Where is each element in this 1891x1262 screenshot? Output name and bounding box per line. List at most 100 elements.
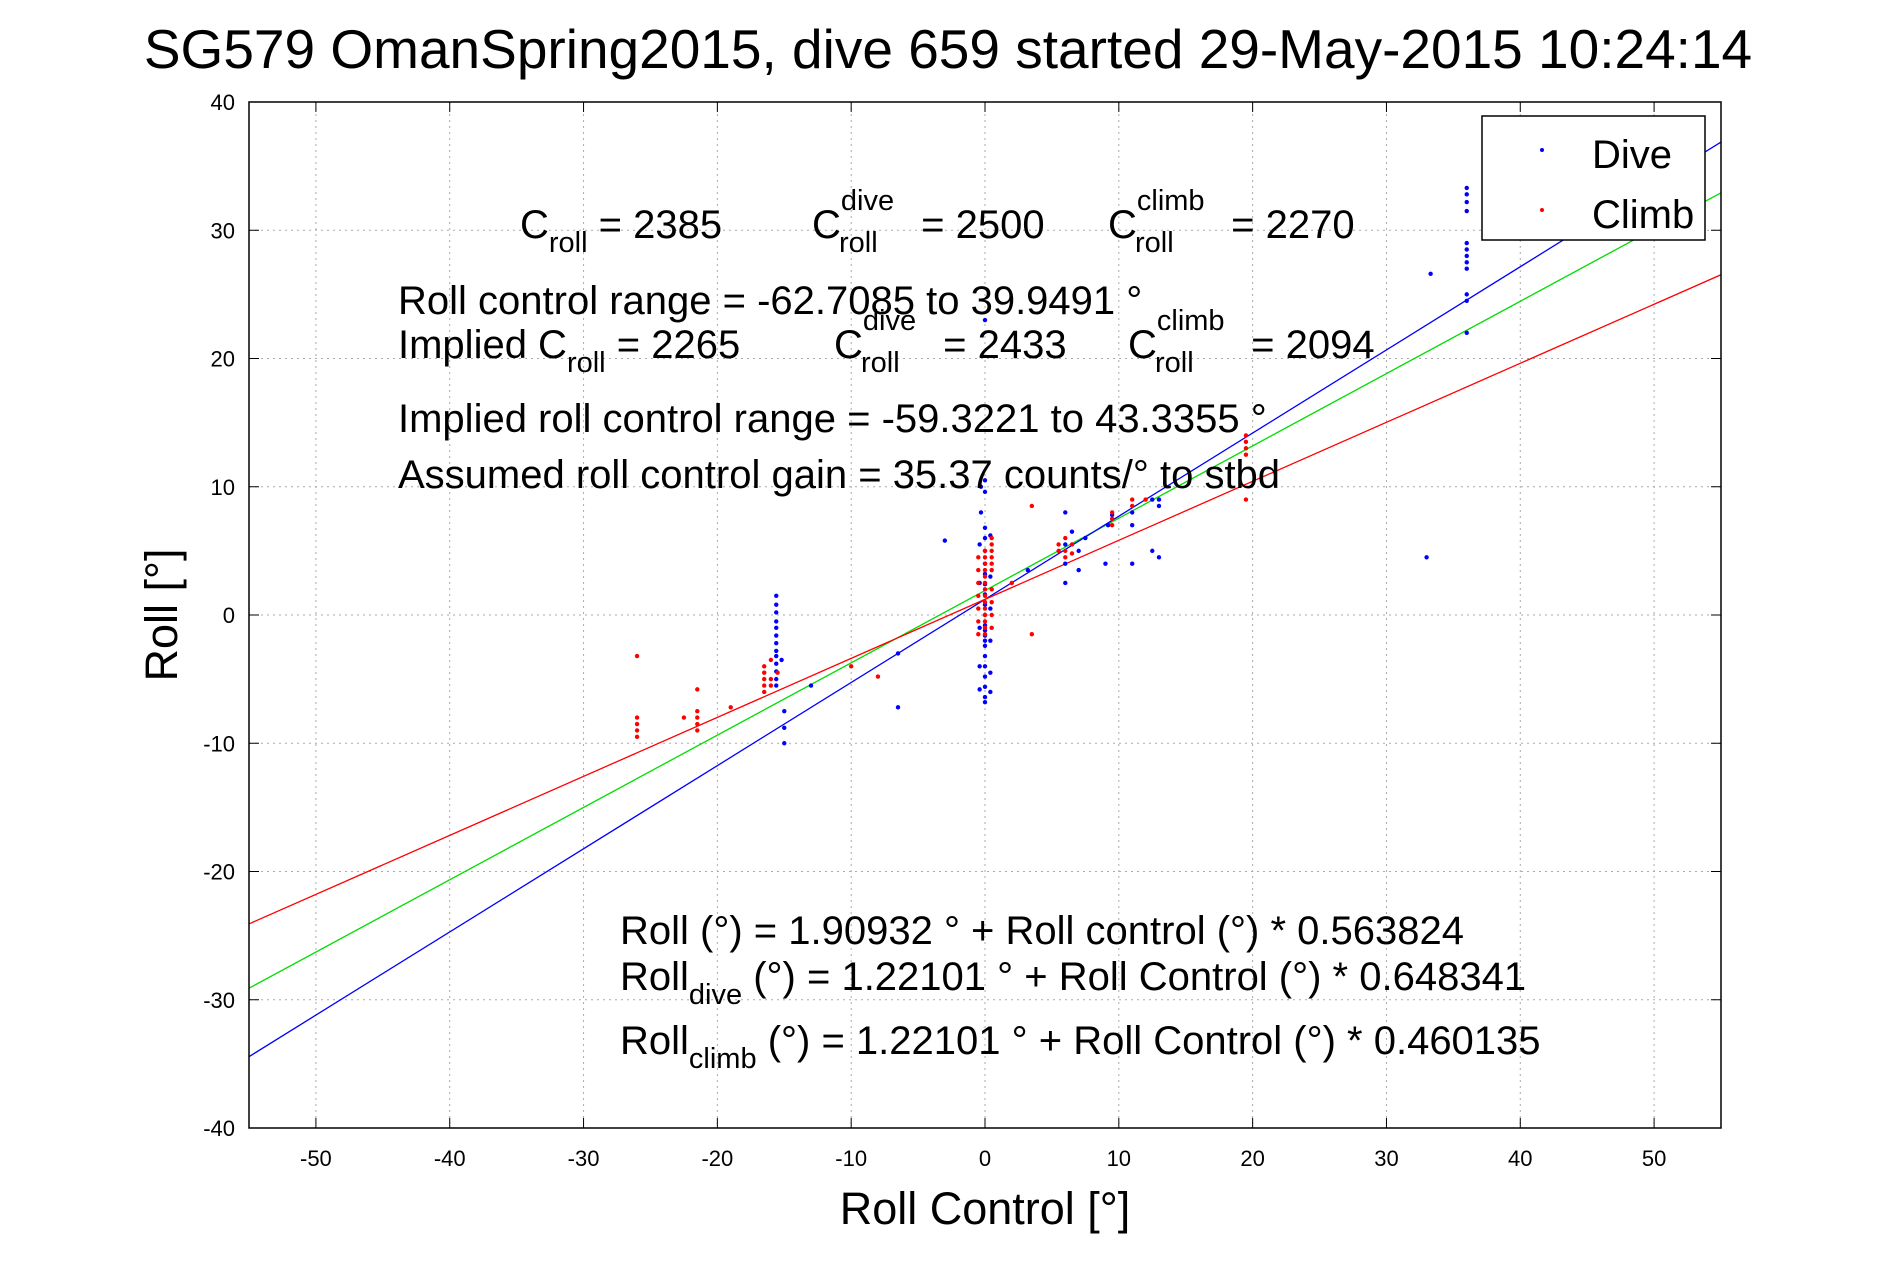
dive-point — [1103, 561, 1108, 566]
climb-point — [1056, 548, 1061, 554]
data-points — [634, 185, 1469, 746]
dive-point — [1083, 535, 1088, 541]
dive-point — [895, 705, 901, 710]
climb-point — [982, 574, 988, 579]
climb-point — [775, 670, 780, 675]
y-tick-label: 20 — [211, 347, 235, 372]
climb-point — [982, 593, 988, 598]
dive-point — [1464, 260, 1469, 265]
climb-point — [728, 705, 733, 710]
climb-point — [989, 561, 994, 566]
legend-marker-climb — [1540, 208, 1544, 212]
legend-label-climb: Climb — [1592, 193, 1694, 237]
dive-point — [1063, 542, 1068, 547]
dive-point — [782, 725, 787, 731]
legend-label-dive: Dive — [1592, 133, 1672, 177]
climb-point — [762, 670, 767, 675]
dive-point — [988, 574, 993, 579]
y-tick-label: 0 — [223, 603, 235, 628]
climb-point — [848, 664, 854, 669]
y-axis-label: Roll [°] — [136, 548, 187, 681]
climb-point — [762, 683, 767, 688]
dive-point — [779, 657, 784, 663]
dive-point — [982, 638, 988, 643]
climb-point — [695, 715, 700, 720]
dive-point — [978, 510, 984, 515]
climb-point — [695, 721, 700, 727]
dive-point — [774, 593, 779, 598]
x-axis-label: Roll Control [°] — [840, 1183, 1131, 1234]
dive-point — [1150, 548, 1155, 554]
climb-point — [695, 708, 700, 714]
annotations: Croll = 2385 Cdive roll = 2500 Cclimb roll… — [398, 185, 1541, 1075]
dive-point — [774, 661, 779, 666]
climb-point — [1069, 542, 1075, 547]
dive-point — [982, 525, 988, 530]
dive-point — [1464, 199, 1469, 205]
dive-point — [774, 602, 779, 607]
climb-point — [1243, 433, 1249, 438]
climb-point — [1069, 551, 1075, 556]
climb-point — [681, 715, 687, 720]
legend: Dive Climb — [1481, 115, 1706, 241]
dive-point — [942, 538, 948, 543]
climb-point — [1029, 632, 1035, 637]
dive-point — [1130, 510, 1135, 515]
dive-point — [1464, 247, 1469, 252]
y-tick-label: 30 — [211, 218, 235, 243]
climb-point — [634, 728, 640, 733]
climb-point — [1130, 497, 1135, 502]
climb-point — [982, 632, 988, 637]
climb-point — [982, 625, 988, 631]
climb-point — [989, 587, 994, 592]
dive-point — [1464, 192, 1469, 197]
equation-roll: Roll (°) = 1.90932 ° + Roll control (°) … — [620, 909, 1464, 953]
annotation-implied-c-roll: Implied Croll = 2265 — [398, 323, 740, 379]
dive-point — [1063, 580, 1068, 586]
dive-point — [1156, 555, 1162, 560]
climb-point — [982, 599, 988, 605]
dive-point — [1156, 503, 1162, 509]
climb-point — [982, 580, 988, 586]
x-tick-label: 50 — [1642, 1146, 1666, 1171]
legend-box — [1481, 115, 1706, 241]
climb-point — [989, 599, 994, 605]
climb-point — [695, 728, 700, 733]
dive-point — [982, 643, 988, 648]
climb-point — [976, 619, 981, 624]
dive-point — [774, 619, 779, 624]
climb-point — [982, 548, 988, 554]
dive-point — [1130, 561, 1135, 566]
climb-point — [982, 587, 988, 592]
dive-point — [982, 694, 988, 700]
climb-point — [982, 561, 988, 566]
climb-point — [989, 548, 994, 554]
dive-point — [1076, 567, 1081, 573]
annotation-assumed-gain: Assumed roll control gain = 35.37 counts… — [398, 453, 1280, 497]
dive-point — [978, 484, 984, 489]
y-tick-label: -10 — [203, 731, 235, 756]
dive-point — [988, 638, 993, 643]
climb-point — [634, 653, 640, 659]
dive-point — [774, 676, 779, 682]
x-tick-label: -30 — [568, 1146, 600, 1171]
y-tick-label: -30 — [203, 988, 235, 1013]
climb-point — [695, 687, 700, 692]
climb-point — [1063, 535, 1068, 541]
dive-point — [895, 651, 901, 656]
dive-point — [774, 625, 779, 631]
dive-point — [774, 683, 779, 688]
climb-point — [989, 625, 994, 631]
climb-point — [1109, 510, 1115, 515]
dive-point — [774, 641, 779, 646]
dive-point — [1464, 253, 1469, 259]
dive-point — [774, 653, 779, 659]
climb-point — [1029, 503, 1035, 509]
dive-point — [977, 542, 982, 547]
climb-point — [982, 606, 988, 611]
fit-line-climb — [248, 274, 1722, 925]
climb-point — [989, 535, 994, 541]
dive-point — [1063, 561, 1068, 566]
climb-point — [976, 606, 981, 611]
climb-point — [762, 689, 767, 695]
